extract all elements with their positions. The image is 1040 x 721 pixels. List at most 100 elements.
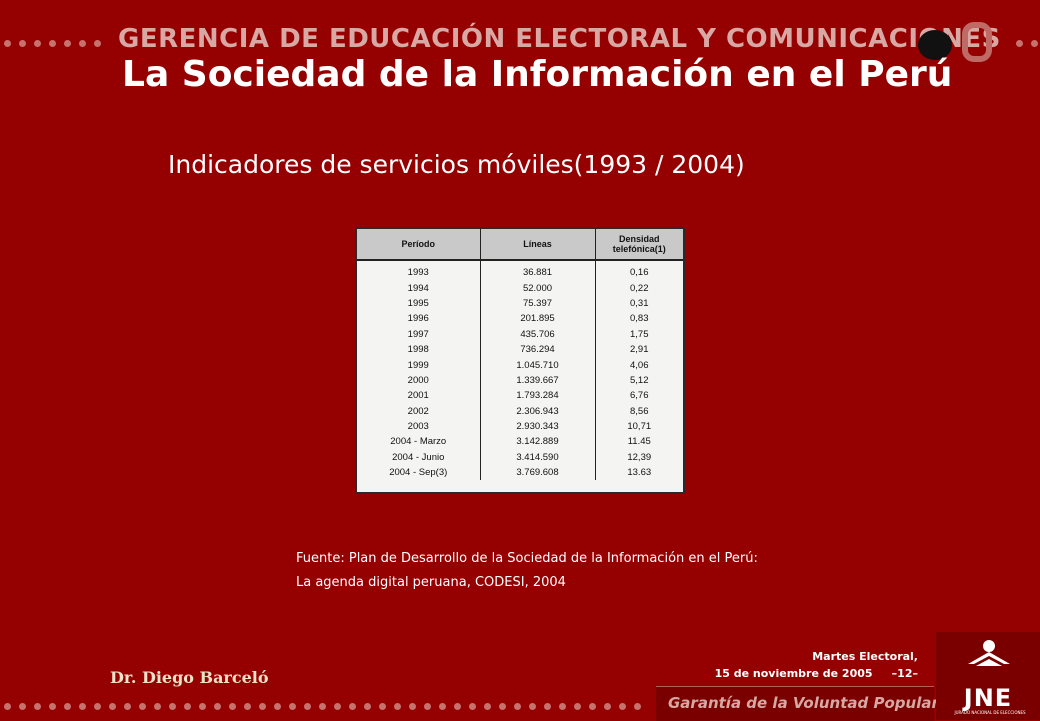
cell-period: 2002 bbox=[357, 403, 481, 419]
decorative-dot bbox=[454, 703, 461, 710]
table-row: 2001 1.793.284 6,76 bbox=[357, 388, 683, 404]
decorative-dot bbox=[409, 703, 416, 710]
decorative-dot bbox=[559, 703, 566, 710]
header-ornament-ring bbox=[962, 22, 992, 62]
decorative-dot bbox=[154, 703, 161, 710]
decorative-dot bbox=[199, 703, 206, 710]
decorative-dot bbox=[289, 703, 296, 710]
decorative-dot bbox=[589, 703, 596, 710]
cell-lines: 2.930.343 bbox=[480, 418, 596, 435]
slogan-bar bbox=[656, 686, 934, 721]
column-header-period: Período bbox=[357, 229, 481, 261]
decorative-dot bbox=[124, 703, 131, 710]
jne-emblem-icon bbox=[968, 640, 1010, 666]
table-row: 2002 2.306.943 8,56 bbox=[357, 403, 683, 419]
decorative-dot bbox=[334, 703, 341, 710]
table-row: 1996 201.895 0,83 bbox=[357, 311, 683, 327]
cell-period: 1999 bbox=[357, 357, 481, 373]
cell-period: 1996 bbox=[357, 311, 481, 327]
date-line-2: 15 de noviembre de 2005 –12– bbox=[714, 667, 918, 680]
table-row: 1999 1.045.710 4,06 bbox=[357, 357, 683, 373]
cell-density: 12,39 bbox=[627, 451, 652, 463]
header-banner: GERENCIA DE EDUCACIÓN ELECTORAL Y COMUNI… bbox=[118, 24, 1001, 54]
jne-logo-subtext: JURADO NACIONAL DE ELECCIONES bbox=[954, 710, 1026, 715]
decorative-dot bbox=[34, 703, 41, 710]
cell-density: 0,16 bbox=[630, 267, 649, 279]
cell-lines: 3.769.608 bbox=[480, 465, 596, 481]
cell-lines: 201.895 bbox=[480, 311, 596, 327]
table-row: 2000 1.339.667 5,12 bbox=[357, 372, 683, 389]
cell-lines: 3.414.590 bbox=[480, 449, 596, 466]
table-row: 1994 52.000 0,22 bbox=[357, 280, 683, 296]
source-line-1: Fuente: Plan de Desarrollo de la Socieda… bbox=[296, 551, 758, 566]
decorative-dot bbox=[604, 703, 611, 710]
decorative-dot bbox=[319, 703, 326, 710]
decorative-dot bbox=[544, 703, 551, 710]
cell-density: 1,75 bbox=[630, 328, 649, 340]
decorative-dot bbox=[259, 703, 266, 710]
decorative-dot bbox=[184, 703, 191, 710]
cell-lines: 36.881 bbox=[480, 260, 596, 281]
decorative-dot bbox=[94, 703, 101, 710]
column-header-lines: Líneas bbox=[480, 229, 596, 261]
decorative-dot bbox=[79, 703, 86, 710]
date-block: Martes Electoral, 15 de noviembre de 200… bbox=[680, 648, 918, 682]
decorative-dot bbox=[634, 703, 641, 710]
cell-period: 1998 bbox=[357, 341, 481, 358]
cell-lines: 1.793.284 bbox=[480, 388, 596, 404]
cell-lines: 3.142.889 bbox=[480, 434, 596, 450]
decorative-dot bbox=[64, 703, 71, 710]
decorative-dot bbox=[364, 703, 371, 710]
decorative-dot bbox=[109, 703, 116, 710]
cell-lines: 52.000 bbox=[480, 280, 596, 296]
decorative-dot bbox=[229, 703, 236, 710]
cell-period: 1997 bbox=[357, 326, 481, 342]
cell-density: 0,22 bbox=[630, 282, 649, 294]
decorative-dot bbox=[349, 703, 356, 710]
table-row: 1993 36.881 0,16 bbox=[357, 260, 683, 281]
cell-density: 0,31 bbox=[630, 297, 649, 309]
decorative-dot bbox=[4, 40, 11, 47]
cell-period: 1993 bbox=[357, 260, 481, 281]
decorative-dot bbox=[1031, 40, 1038, 47]
jne-logo-text: JNE bbox=[963, 684, 1013, 712]
cell-density: 5,12 bbox=[630, 374, 649, 386]
table-header-row: Período Líneas Densidad telefónica(1) bbox=[357, 229, 683, 261]
top-dot-row bbox=[4, 40, 101, 48]
author-name: Dr. Diego Barceló bbox=[110, 668, 269, 687]
decorative-dot bbox=[499, 703, 506, 710]
table-row: 2004 - Marzo 3.142.889 11.45 bbox=[357, 434, 683, 450]
decorative-dot bbox=[379, 703, 386, 710]
cell-density: 4,06 bbox=[630, 359, 649, 371]
cell-period: 2004 - Marzo bbox=[357, 434, 481, 450]
decorative-dot bbox=[169, 703, 176, 710]
cell-lines: 75.397 bbox=[480, 295, 596, 312]
cell-period: 1994 bbox=[357, 280, 481, 296]
cell-period: 2004 - Sep(3) bbox=[357, 465, 481, 481]
decorative-dot bbox=[94, 40, 101, 47]
decorative-dot bbox=[529, 703, 536, 710]
cell-density: 10,71 bbox=[627, 421, 652, 433]
cell-density: 6,76 bbox=[630, 390, 649, 402]
decorative-dot bbox=[574, 703, 581, 710]
header-ornament-dark bbox=[918, 30, 952, 60]
decorative-dot bbox=[514, 703, 521, 710]
decorative-dot bbox=[484, 703, 491, 710]
decorative-dot bbox=[1016, 40, 1023, 47]
mobile-services-table: Período Líneas Densidad telefónica(1) 19… bbox=[357, 229, 683, 481]
decorative-dot bbox=[64, 40, 71, 47]
decorative-dot bbox=[49, 703, 56, 710]
cell-period: 1995 bbox=[357, 295, 481, 312]
jne-logo bbox=[936, 632, 1040, 720]
cell-lines: 1.339.667 bbox=[480, 372, 596, 389]
table-row: 1997 435.706 1,75 bbox=[357, 326, 683, 342]
decorative-dot bbox=[304, 703, 311, 710]
decorative-dot bbox=[619, 703, 626, 710]
table-row: 2004 - Sep(3) 3.769.608 13.63 bbox=[357, 465, 683, 481]
cell-period: 2001 bbox=[357, 388, 481, 404]
decorative-dot bbox=[49, 40, 56, 47]
cell-period: 2000 bbox=[357, 372, 481, 389]
decorative-dot bbox=[139, 703, 146, 710]
cell-lines: 2.306.943 bbox=[480, 403, 596, 419]
table-row: 1995 75.397 0,31 bbox=[357, 295, 683, 312]
